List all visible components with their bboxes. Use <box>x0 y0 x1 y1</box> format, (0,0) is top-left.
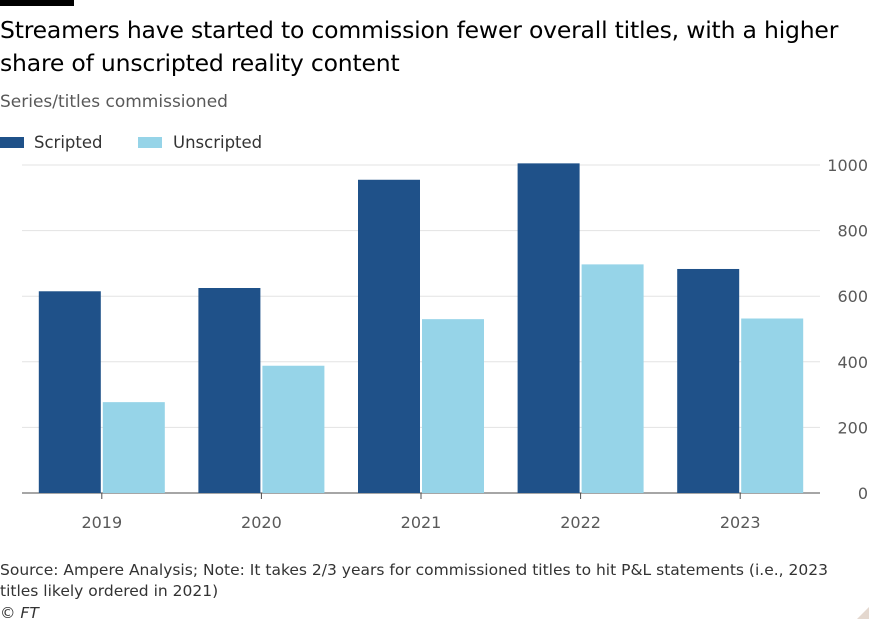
x-tick-label: 2020 <box>241 513 282 532</box>
y-tick-label: 600 <box>837 287 868 306</box>
bar-chart: 0 200 400 600 800 1000 2019 2020 2021 2022 2023 <box>22 156 868 532</box>
bar-scripted-2022 <box>517 163 580 494</box>
ft-credit: © FT <box>0 604 39 622</box>
bar-scripted-2019 <box>38 291 101 493</box>
bar-unscripted-2023 <box>741 318 804 493</box>
y-tick-label: 200 <box>837 418 868 437</box>
source-note: Source: Ampere Analysis; Note: It takes … <box>0 561 828 600</box>
corner-mark <box>857 607 869 619</box>
y-tick-label: 400 <box>837 353 868 372</box>
bar-unscripted-2022 <box>581 264 644 493</box>
x-tick-label: 2019 <box>81 513 122 532</box>
legend-swatch-unscripted <box>138 137 162 148</box>
chart-title: Streamers have started to commission few… <box>0 16 839 77</box>
bar-scripted-2021 <box>358 179 420 493</box>
legend-swatch-scripted <box>0 137 24 148</box>
x-tick-label: 2021 <box>401 513 442 532</box>
legend-label-unscripted: Unscripted <box>173 133 263 152</box>
brand-bar <box>0 0 74 6</box>
y-tick-label: 0 <box>858 484 868 503</box>
x-tick-label: 2023 <box>720 513 761 532</box>
bar-unscripted-2020 <box>262 365 325 493</box>
y-tick-label: 1000 <box>827 156 868 175</box>
y-tick-label: 800 <box>837 222 868 241</box>
bar-unscripted-2019 <box>102 402 165 493</box>
bar-unscripted-2021 <box>422 319 484 493</box>
bar-scripted-2020 <box>198 288 261 493</box>
bar-scripted-2023 <box>677 268 740 493</box>
legend-label-scripted: Scripted <box>34 133 103 152</box>
x-tick-label: 2022 <box>560 513 601 532</box>
chart-subtitle: Series/titles commissioned <box>0 92 228 112</box>
